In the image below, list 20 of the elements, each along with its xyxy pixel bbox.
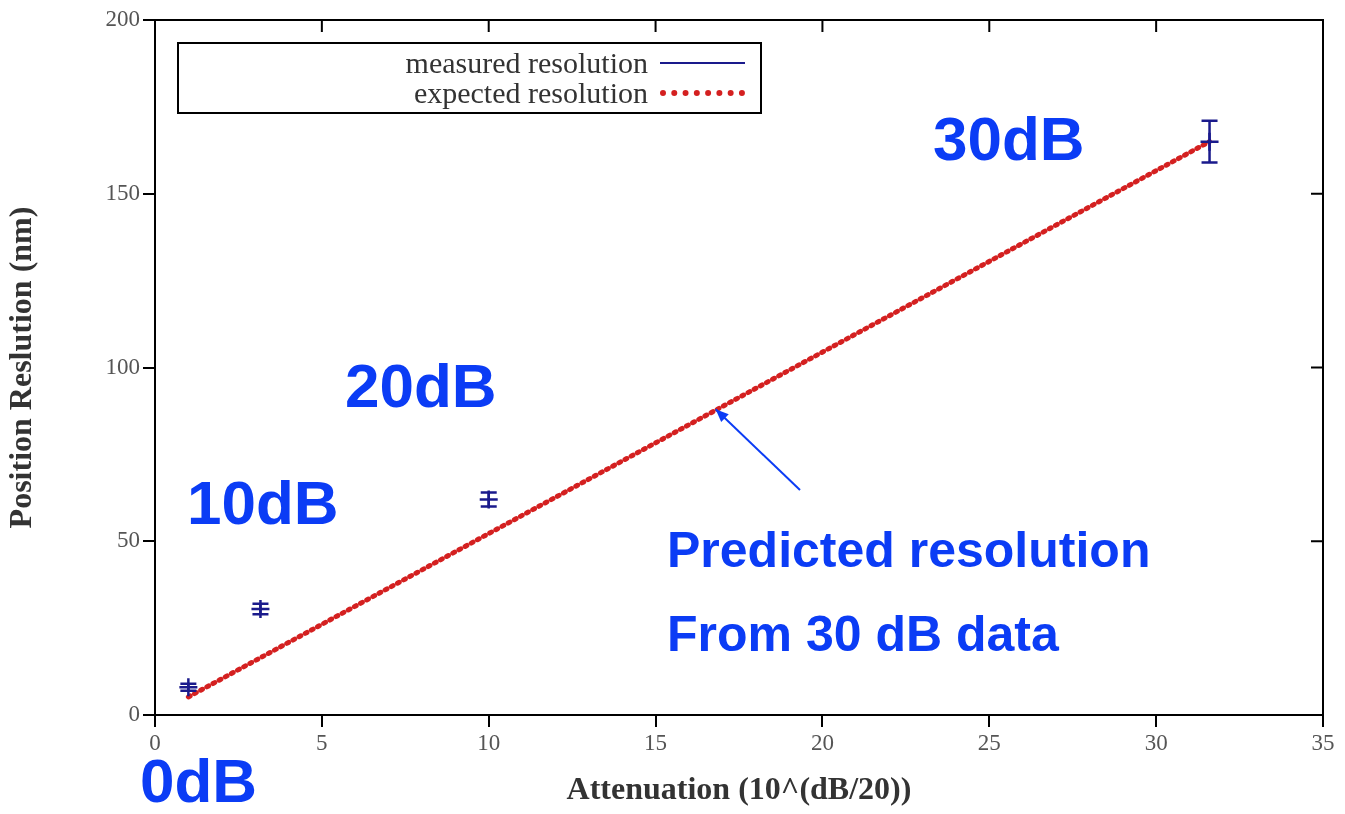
x-axis-title: Attenuation (10^(dB/20)) — [566, 770, 912, 807]
annotation: 10dB — [187, 468, 339, 538]
annotation: 20dB — [345, 351, 497, 421]
legend-label: measured resolution — [405, 46, 648, 79]
y-tick-label: 200 — [105, 6, 140, 32]
x-tick-label: 15 — [644, 729, 668, 755]
y-tick-label: 150 — [105, 179, 140, 205]
x-tick-label: 5 — [316, 729, 328, 755]
x-tick-label: 30 — [1144, 729, 1168, 755]
y-tick-label: 50 — [117, 527, 140, 553]
x-tick-label: 10 — [477, 729, 501, 755]
x-tick-label: 20 — [810, 729, 834, 755]
x-tick-label: 25 — [977, 729, 1001, 755]
annotation: Predicted resolution From 30 dB data — [667, 521, 1151, 662]
legend-label: expected resolution — [413, 76, 648, 109]
y-tick-label: 0 — [128, 701, 140, 727]
annotation: 30dB — [933, 104, 1085, 174]
y-axis-title: Position Reslution (nm) — [2, 206, 39, 529]
x-tick-label: 35 — [1311, 729, 1335, 755]
y-tick-label: 100 — [105, 353, 140, 379]
